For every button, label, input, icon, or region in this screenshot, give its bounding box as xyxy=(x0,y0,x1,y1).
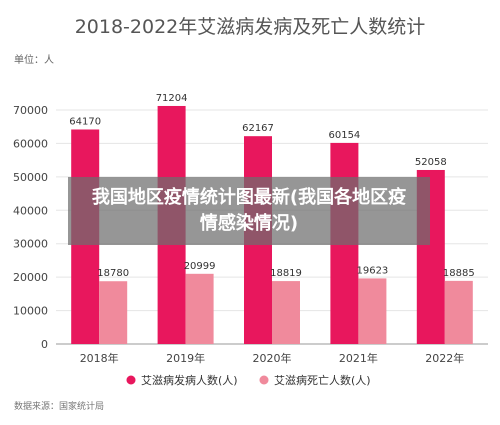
x-tick-label: 2020年 xyxy=(253,351,292,365)
legend-marker-incidence xyxy=(126,375,136,385)
data-label: 64170 xyxy=(69,116,101,127)
x-axis: 2018年 2019年 2020年 2021年 2022年 xyxy=(80,351,465,365)
data-label: 20999 xyxy=(184,261,216,272)
x-tick-label: 2019年 xyxy=(166,351,205,365)
overlay-text: 我国地区疫情统计图最新(我国各地区疫情感染情况) xyxy=(91,187,407,234)
chart-title: 2018-2022年艾滋病发病及死亡人数统计 xyxy=(75,16,426,38)
y-tick-label: 60000 xyxy=(13,137,48,150)
x-tick-label: 2021年 xyxy=(339,351,378,365)
x-tick-label: 2018年 xyxy=(80,351,119,365)
y-tick-label: 70000 xyxy=(13,104,48,117)
bar-death xyxy=(99,281,128,344)
y-tick-label: 20000 xyxy=(13,271,48,284)
legend-label-incidence: 艾滋病发病人数(人) xyxy=(141,373,238,387)
bar-death xyxy=(444,280,473,344)
y-tick-label: 50000 xyxy=(13,171,48,184)
data-source: 数据来源：国家统计局 xyxy=(14,400,104,412)
data-label: 18819 xyxy=(270,268,302,279)
data-label: 71204 xyxy=(156,93,188,104)
bar-death xyxy=(272,281,300,344)
data-label: 19623 xyxy=(356,265,388,276)
legend-label-death: 艾滋病死亡人数(人) xyxy=(274,373,371,387)
y-tick-label: 10000 xyxy=(13,305,48,318)
data-label: 52058 xyxy=(415,157,447,168)
data-label: 62167 xyxy=(242,123,274,134)
legend: 艾滋病发病人数(人) 艾滋病死亡人数(人) xyxy=(126,373,371,387)
unit-label: 单位：人 xyxy=(14,53,54,66)
bar-death xyxy=(358,278,387,344)
y-tick-label: 40000 xyxy=(13,204,48,217)
legend-marker-death xyxy=(259,375,269,385)
y-tick-label: 0 xyxy=(41,338,48,351)
data-label: 18780 xyxy=(97,268,129,279)
y-tick-label: 30000 xyxy=(13,238,48,251)
data-label: 18885 xyxy=(443,268,475,279)
overlay-banner: 我国地区疫情统计图最新(我国各地区疫情感染情况) xyxy=(68,177,430,245)
data-label: 60154 xyxy=(328,130,360,141)
x-tick-label: 2022年 xyxy=(425,351,464,365)
y-axis: 0 10000 20000 30000 40000 50000 60000 70000 xyxy=(13,104,48,351)
bar-death xyxy=(185,273,214,344)
